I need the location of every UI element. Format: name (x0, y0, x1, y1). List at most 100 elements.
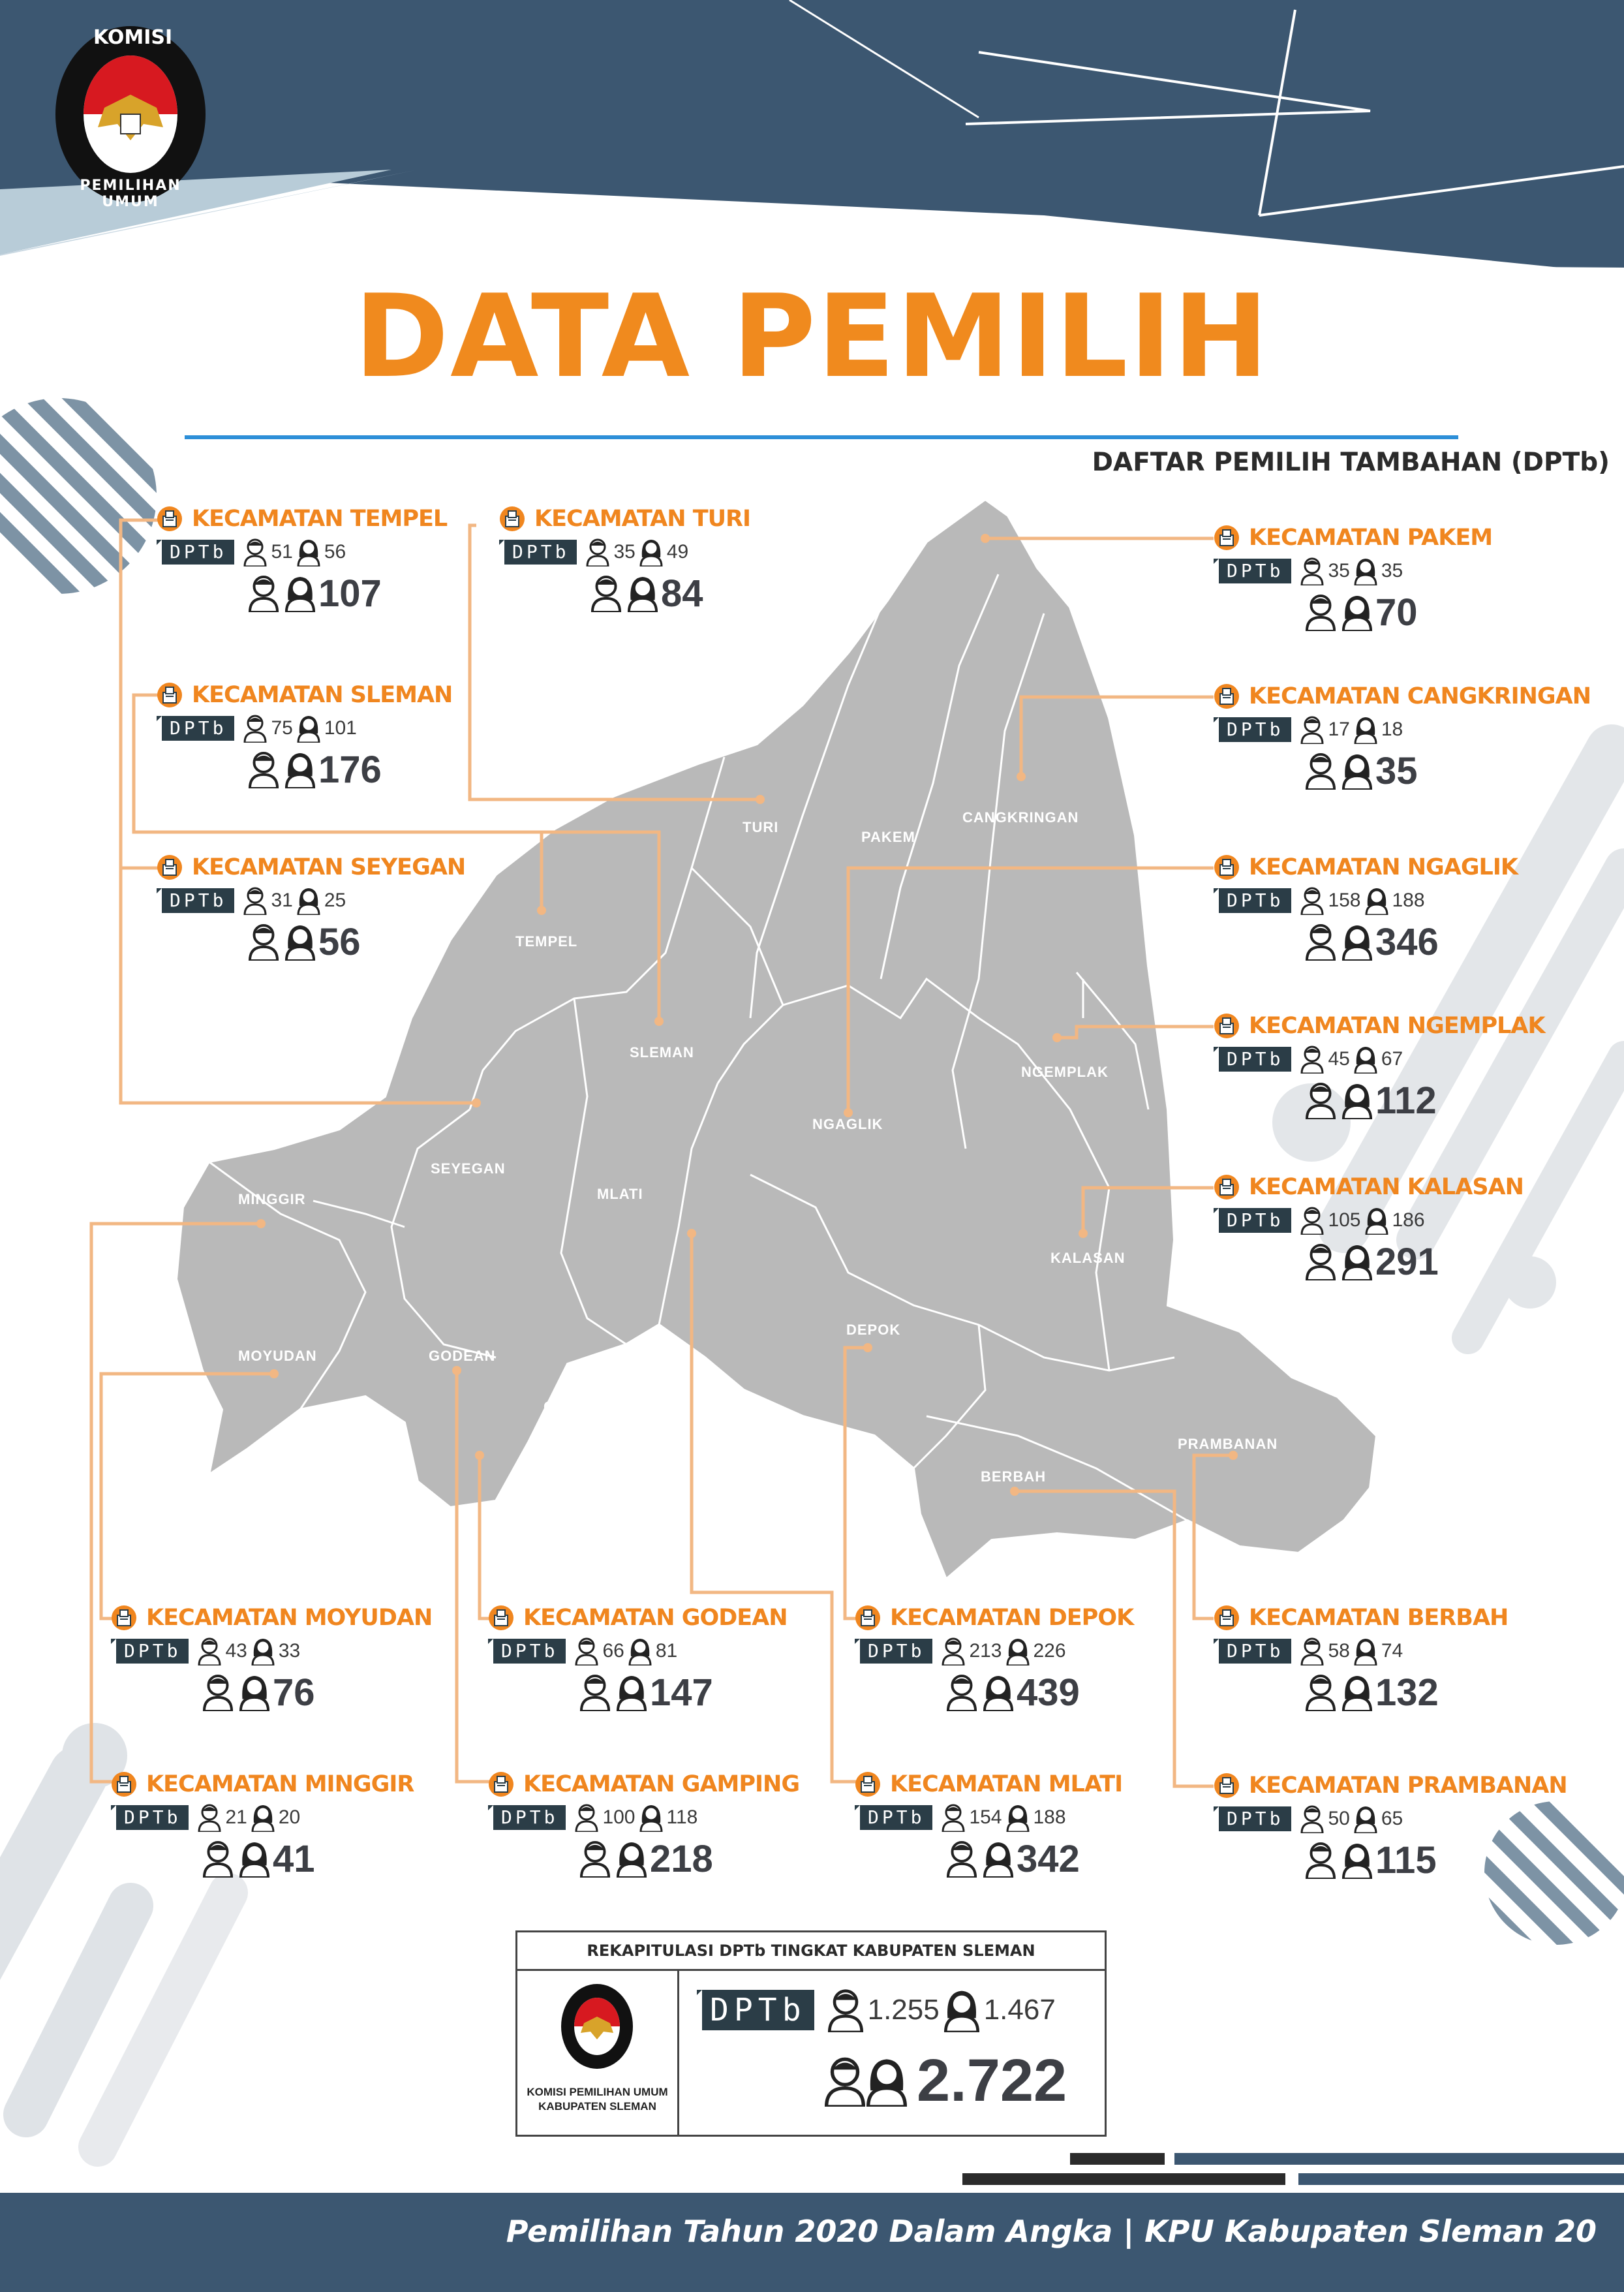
dptb-row: DPTb 58 74 (1214, 1637, 1407, 1667)
female-icon (251, 1803, 275, 1833)
male-icon (1305, 1243, 1336, 1282)
dptb-tag: DPTb (1214, 559, 1292, 583)
kecamatan-title: KECAMATAN KALASAN (1214, 1172, 1524, 1202)
kecamatan-seyegan: KECAMATAN SEYEGAN DPTb 31 25 56 (157, 852, 522, 1015)
ballot-box-icon (1214, 1605, 1240, 1631)
female-icon (284, 574, 316, 613)
kecamatan-title: KECAMATAN NGAGLIK (1214, 852, 1518, 882)
total-count: 176 (318, 748, 382, 791)
kecamatan-berbah: KECAMATAN BERBAH DPTb 58 74 132 (1214, 1603, 1579, 1766)
total-count: 218 (650, 1837, 713, 1880)
female-icon (297, 714, 320, 744)
ballot-box-icon (111, 1605, 137, 1631)
dptb-row: DPTb 50 65 (1214, 1804, 1407, 1835)
female-icon (284, 923, 316, 962)
total-count: 115 (1375, 1838, 1437, 1882)
female-icon (1341, 1841, 1373, 1880)
kecamatan-tempel: KECAMATAN TEMPEL DPTb 51 56 107 (157, 504, 522, 667)
ballot-box-icon (157, 682, 183, 708)
male-count: 31 (271, 890, 293, 911)
male-icon (248, 923, 279, 962)
total-count: 70 (1375, 591, 1418, 634)
female-icon (627, 574, 658, 613)
total-count: 342 (1017, 1837, 1080, 1880)
kecamatan-moyudan: KECAMATAN MOYUDAN DPTb 43 33 76 (111, 1603, 476, 1766)
dptb-row: DPTb 158 188 (1214, 886, 1429, 916)
kecamatan-godean: KECAMATAN GODEAN DPTb 66 81 147 (488, 1603, 853, 1766)
kecamatan-cangkringan: KECAMATAN CANGKRINGAN DPTb 17 18 35 (1214, 681, 1591, 844)
ballot-box-icon (1214, 854, 1240, 880)
total-row: 218 (579, 1835, 713, 1883)
female-count: 65 (1381, 1808, 1403, 1829)
female-icon (1364, 1206, 1388, 1236)
total-row: 112 (1305, 1076, 1437, 1124)
total-count: 56 (318, 920, 361, 963)
total-count: 291 (1375, 1240, 1439, 1283)
female-count: 74 (1381, 1640, 1403, 1662)
male-count: 43 (225, 1640, 247, 1662)
map-label-prambanan: PRAMBANAN (1178, 1436, 1278, 1452)
kecamatan-name: KECAMATAN NGAGLIK (1249, 854, 1518, 880)
male-count: 66 (602, 1640, 624, 1662)
male-count: 100 (602, 1806, 636, 1828)
kecamatan-name: KECAMATAN PRAMBANAN (1249, 1773, 1568, 1799)
recap-female: 1.467 (983, 1994, 1056, 2026)
dptb-tag: DPTb (499, 540, 577, 565)
female-icon (866, 2058, 908, 2107)
male-icon (579, 1673, 611, 1712)
recap-heading: REKAPITULASI DPTb TINGKAT KABUPATEN SLEM… (517, 1932, 1105, 1971)
female-icon (616, 1673, 647, 1712)
female-count: 188 (1392, 890, 1425, 911)
male-icon (243, 886, 267, 916)
total-row: 115 (1305, 1836, 1437, 1884)
kecamatan-name: KECAMATAN MINGGIR (146, 1771, 414, 1797)
kecamatan-title: KECAMATAN BERBAH (1214, 1603, 1509, 1633)
dptb-row: DPTb 21 20 (111, 1803, 304, 1833)
dptb-tag: DPTb (1214, 1639, 1292, 1664)
logo-text-bottom: PEMILIHAN UMUM (80, 178, 181, 210)
total-row: 176 (248, 745, 382, 794)
male-count: 154 (969, 1806, 1002, 1828)
male-count: 21 (225, 1806, 247, 1828)
total-count: 41 (273, 1837, 315, 1880)
total-row: 56 (248, 918, 361, 966)
male-icon (579, 1840, 611, 1879)
female-icon (616, 1840, 647, 1879)
male-icon (575, 1803, 598, 1833)
female-count: 25 (324, 890, 346, 911)
recap-org-line2: KABUPATEN SLEMAN (538, 2100, 656, 2113)
kecamatan-title: KECAMATAN TURI (499, 504, 751, 534)
dptb-row: DPTb 213 226 (855, 1637, 1070, 1667)
ballot-box-icon (488, 1605, 514, 1631)
male-count: 158 (1328, 890, 1361, 911)
female-icon (1354, 1045, 1377, 1075)
kpu-logo-small (561, 1984, 633, 2069)
kecamatan-ngaglik: KECAMATAN NGAGLIK DPTb 158 188 346 (1214, 852, 1579, 1015)
male-icon (243, 538, 267, 568)
male-icon (1300, 886, 1324, 916)
dptb-row: DPTb 35 49 (499, 538, 692, 568)
ballot-box-icon (1214, 1013, 1240, 1039)
male-icon (202, 1673, 234, 1712)
female-icon (1364, 886, 1388, 916)
map-label-seyegan: SEYEGAN (431, 1160, 506, 1177)
ballot-box-icon (855, 1771, 881, 1797)
kecamatan-title: KECAMATAN SEYEGAN (157, 852, 466, 882)
female-icon (1354, 1804, 1377, 1835)
kecamatan-name: KECAMATAN GAMPING (523, 1771, 800, 1797)
recap-org-line1: KOMISI PEMILIHAN UMUM (527, 2086, 668, 2098)
footer-text: Pemilihan Tahun 2020 Dalam Angka | KPU K… (506, 2214, 1597, 2249)
male-count: 17 (1328, 719, 1350, 740)
kecamatan-name: KECAMATAN CANGKRINGAN (1249, 683, 1591, 709)
kecamatan-name: KECAMATAN MLATI (890, 1771, 1123, 1797)
dptb-tag: DPTb (157, 716, 235, 741)
dptb-row: DPTb 35 35 (1214, 557, 1407, 587)
kecamatan-title: KECAMATAN MINGGIR (111, 1769, 414, 1799)
female-icon (1341, 1081, 1373, 1121)
female-count: 186 (1392, 1209, 1425, 1231)
dptb-tag: DPTb (111, 1805, 189, 1830)
kecamatan-name: KECAMATAN SEYEGAN (192, 854, 466, 880)
map-label-cangkringan: CANGKRINGAN (962, 809, 1079, 826)
kecamatan-title: KECAMATAN GAMPING (488, 1769, 800, 1799)
